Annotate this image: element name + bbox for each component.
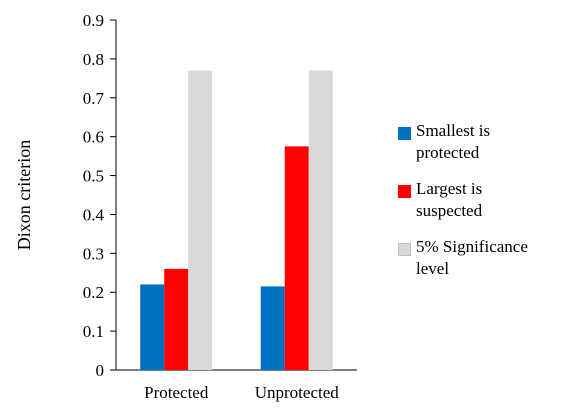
legend-label-largest-line1: Largest is — [416, 179, 483, 198]
legend-label-smallest-line2: protected — [416, 143, 480, 162]
y-tick-label: 0.3 — [83, 244, 104, 263]
y-tick-label: 0.7 — [83, 89, 105, 108]
legend-item-smallest: Smallest is protected — [394, 120, 574, 164]
legend: Smallest is protected Largest is suspect… — [394, 120, 574, 294]
y-tick-label: 0 — [96, 361, 105, 380]
bar — [164, 268, 189, 370]
legend-label-significance-line2: level — [416, 259, 450, 278]
y-tick-label: 0.1 — [83, 322, 104, 341]
y-tick-label: 0.2 — [83, 283, 104, 302]
y-tick-label: 0.5 — [83, 167, 104, 186]
y-axis-title: Dixon criterion — [14, 140, 34, 250]
y-tick-label: 0.6 — [83, 128, 104, 147]
legend-item-significance: 5% Significance level — [394, 236, 574, 280]
legend-item-largest: Largest is suspected — [394, 178, 574, 222]
bar — [260, 286, 285, 370]
legend-label-largest-line2: suspected — [416, 201, 483, 220]
legend-label-significance-line1: 5% Significance — [416, 237, 528, 256]
y-tick-label: 0.4 — [83, 205, 105, 224]
y-tick-label: 0.8 — [83, 50, 104, 69]
legend-swatch-significance — [398, 243, 411, 256]
bar — [308, 70, 333, 371]
legend-swatch-largest — [398, 185, 411, 198]
legend-label-smallest-line1: Smallest is — [416, 121, 491, 140]
bar — [284, 146, 309, 370]
bar — [188, 70, 213, 371]
x-tick-label: Protected — [144, 383, 209, 402]
x-tick-label: Unprotected — [255, 383, 340, 402]
y-tick-label: 0.9 — [83, 11, 104, 30]
legend-swatch-smallest — [398, 127, 411, 140]
bar — [140, 284, 165, 370]
